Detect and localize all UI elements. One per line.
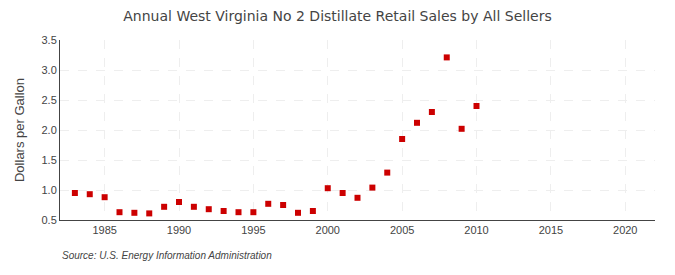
svg-text:2005: 2005 (390, 224, 414, 236)
svg-text:Source: U.S. Energy Informatio: Source: U.S. Energy Information Administ… (62, 250, 272, 261)
svg-text:2010: 2010 (464, 224, 488, 236)
svg-text:2000: 2000 (316, 224, 340, 236)
svg-text:3.0: 3.0 (42, 64, 57, 76)
svg-text:2.0: 2.0 (42, 124, 57, 136)
svg-text:2.5: 2.5 (42, 94, 57, 106)
svg-text:1995: 1995 (241, 224, 265, 236)
svg-text:2015: 2015 (539, 224, 563, 236)
svg-text:Annual West Virginia No 2 Dist: Annual West Virginia No 2 Distillate Ret… (123, 8, 551, 24)
svg-text:Dollars per Gallon: Dollars per Gallon (12, 78, 27, 182)
svg-text:1990: 1990 (167, 224, 191, 236)
svg-text:3.5: 3.5 (42, 34, 57, 46)
svg-text:1.0: 1.0 (42, 184, 57, 196)
svg-text:1.5: 1.5 (42, 154, 57, 166)
svg-text:0.5: 0.5 (42, 214, 57, 226)
svg-text:1985: 1985 (92, 224, 116, 236)
svg-text:2020: 2020 (613, 224, 637, 236)
